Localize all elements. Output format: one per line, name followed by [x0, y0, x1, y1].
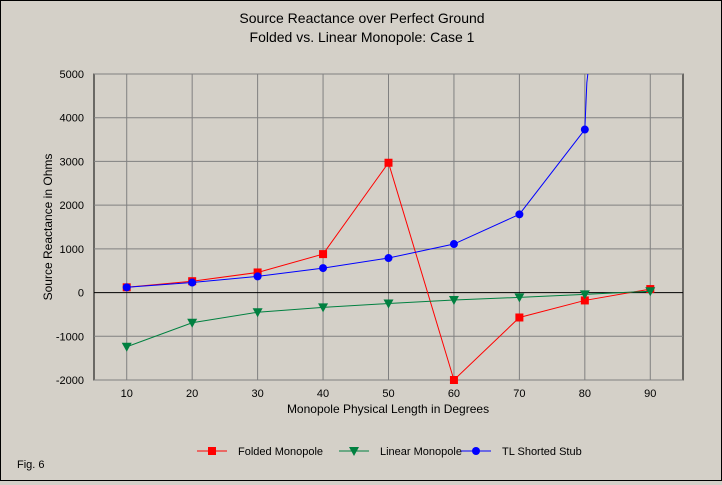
series-linear-monopole [121, 287, 656, 352]
legend-item: Linear Monopole [339, 446, 462, 458]
grid-lines [94, 73, 683, 381]
y-tick-label: 5000 [60, 69, 84, 81]
data-point [515, 210, 524, 219]
x-tick-label: 70 [513, 388, 525, 400]
x-tick-label: 10 [121, 388, 133, 400]
data-point [253, 272, 262, 281]
y-tick-label: -2000 [56, 375, 84, 387]
legend-marker [472, 447, 480, 455]
data-point [580, 296, 589, 305]
data-point [122, 283, 131, 292]
data-point [448, 296, 459, 306]
data-point [449, 376, 458, 384]
legend-marker [349, 447, 359, 456]
legend-label: Linear Monopole [380, 446, 462, 458]
series-line-extension [584, 73, 589, 130]
data-point [514, 293, 525, 303]
legend-marker [208, 447, 216, 455]
x-axis-label: Monopole Physical Length in Degrees [287, 402, 489, 416]
legend-label: TL Shorted Stub [502, 446, 582, 458]
x-tick-label: 30 [251, 388, 263, 400]
chart-subtitle: Folded vs. Linear Monopole: Case 1 [250, 29, 475, 45]
data-point [384, 254, 393, 263]
x-tick-label: 90 [644, 388, 656, 400]
series-tl-shorted-stub [122, 73, 589, 292]
y-tick-label: 1000 [60, 244, 84, 256]
y-axis-label: Source Reactance in Ohms [41, 154, 55, 301]
x-tick-label: 80 [579, 388, 591, 400]
data-point [187, 318, 198, 328]
x-tick-label: 60 [448, 388, 460, 400]
data-point [384, 158, 393, 167]
data-point [579, 290, 590, 300]
chart-title: Source Reactance over Perfect Ground [239, 10, 484, 26]
data-point [318, 303, 329, 313]
y-tick-label: 3000 [60, 156, 84, 168]
data-point [319, 264, 328, 273]
data-point [580, 125, 589, 134]
y-tick-label: 4000 [60, 113, 84, 125]
tick-labels: 10 20 30 40 50 60 70 80 90 -2000 -1000 0 1000 2000 300… [56, 69, 657, 400]
x-tick-label: 40 [317, 388, 329, 400]
y-tick-label: 2000 [60, 200, 84, 212]
data-point [319, 250, 328, 259]
y-tick-label: 0 [78, 288, 84, 300]
legend: Folded Monopole Linear Monopole TL Shorted… [197, 446, 582, 458]
series-line [126, 129, 586, 288]
data-point [449, 240, 458, 249]
data-point [645, 287, 656, 297]
legend-item: Folded Monopole [197, 446, 323, 458]
data-point [121, 342, 132, 352]
data-point [515, 313, 524, 322]
legend-label: Folded Monopole [238, 446, 323, 458]
figure-label: Fig. 6 [17, 459, 45, 471]
y-tick-label: -1000 [56, 331, 84, 343]
x-tick-label: 20 [186, 388, 198, 400]
data-point [252, 308, 263, 318]
data-point [383, 299, 394, 309]
series-marks [121, 73, 656, 384]
x-tick-label: 50 [382, 388, 394, 400]
data-point [188, 278, 197, 287]
legend-item: TL Shorted Stub [461, 446, 582, 458]
